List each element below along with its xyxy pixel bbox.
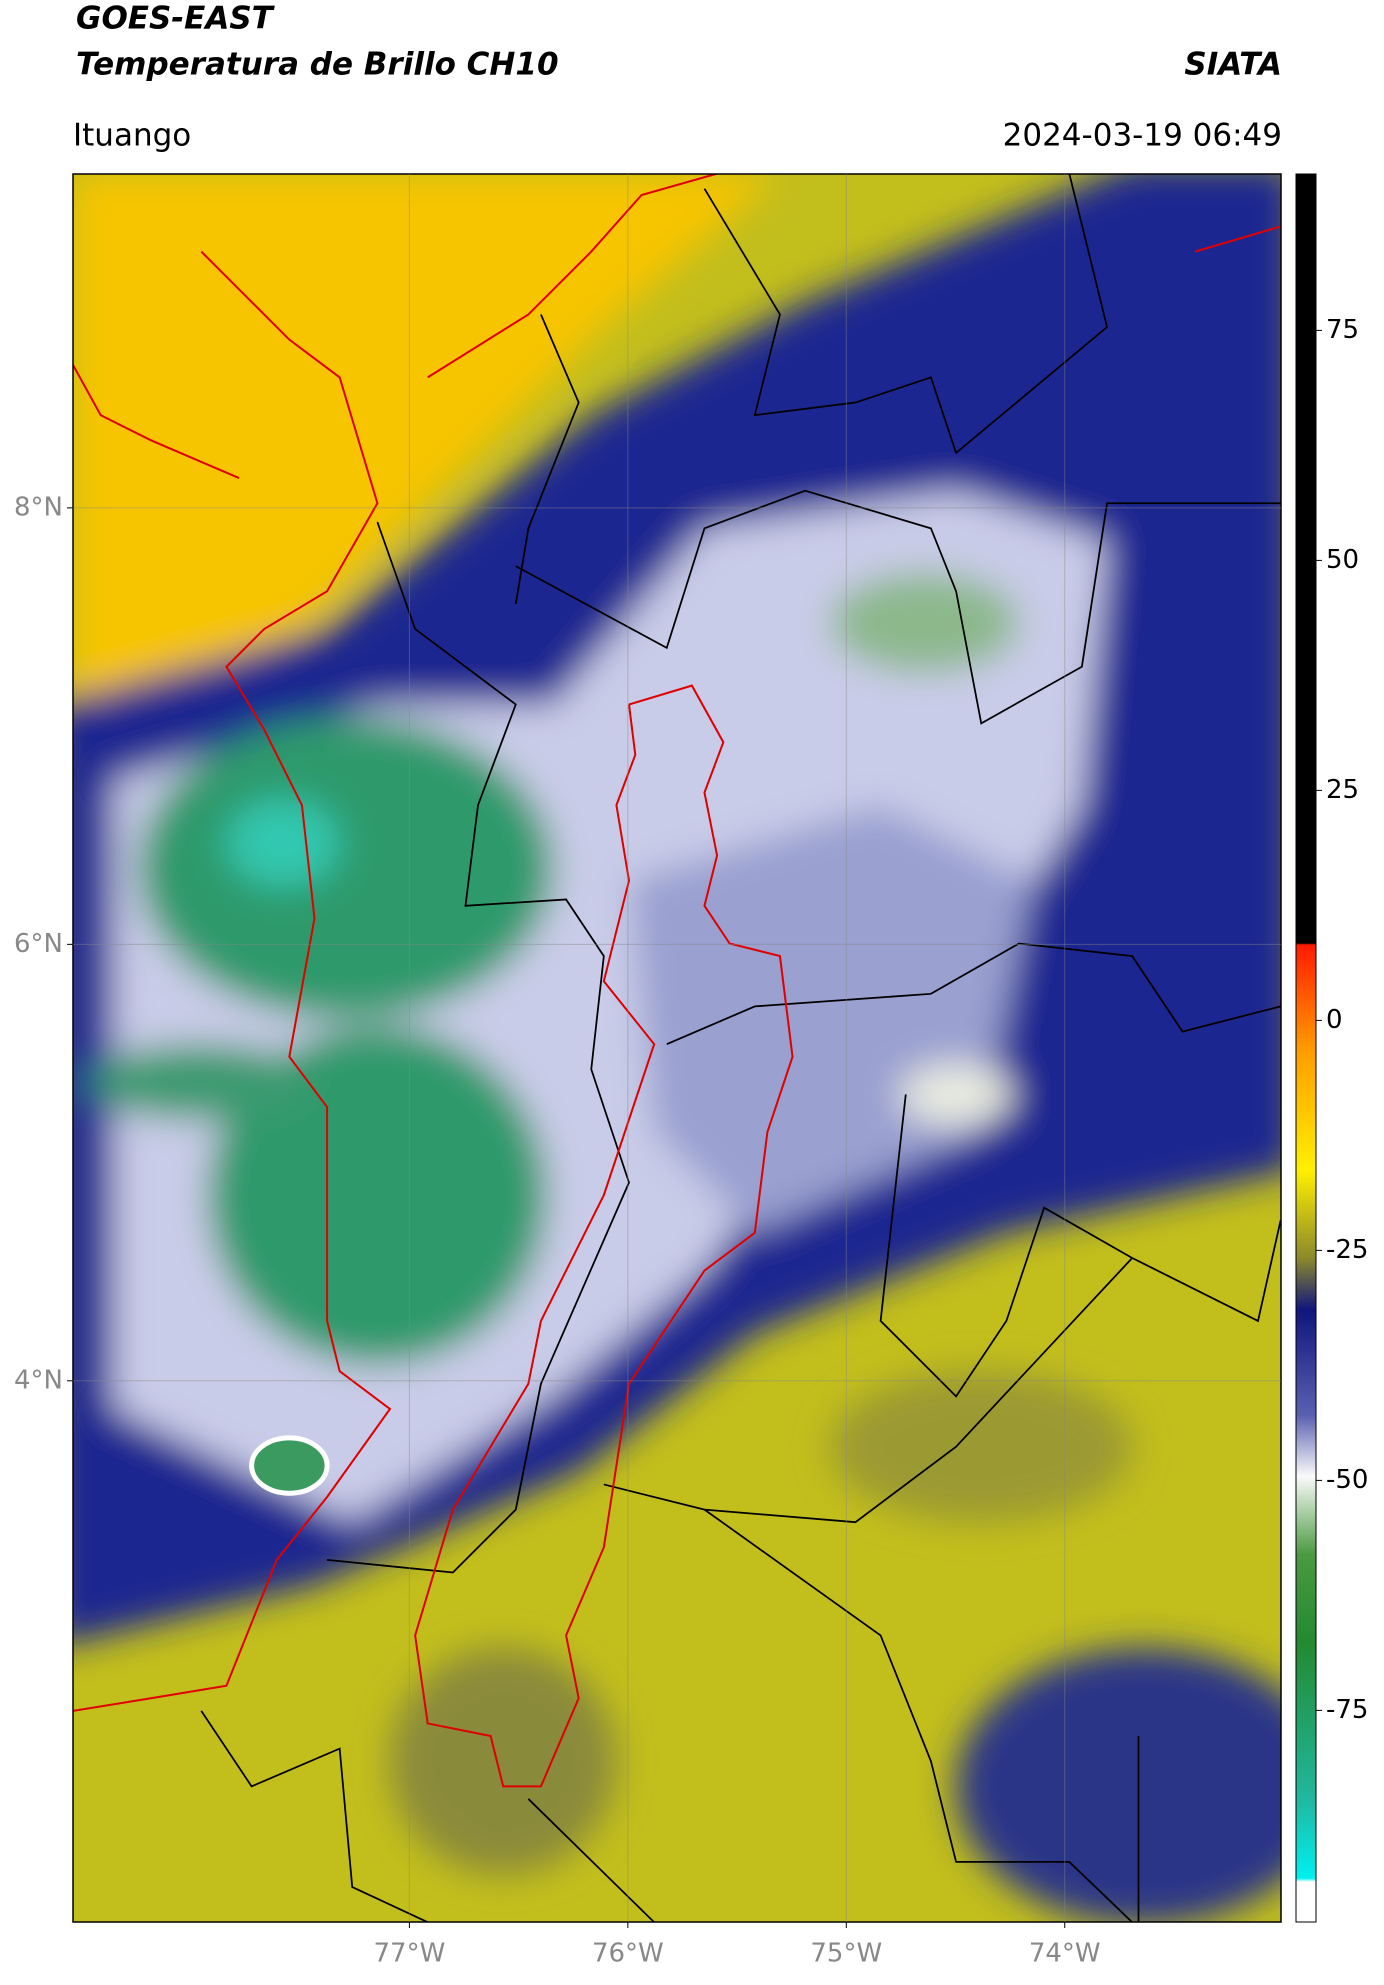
- subtitle: Temperatura de Brillo CH10: [76, 47, 559, 83]
- colorbar-tick-label: -25: [1326, 1235, 1368, 1265]
- title: GOES-EAST: [76, 1, 276, 37]
- outlines: [73, 174, 1281, 1788]
- y-tick-label: 6°N: [14, 929, 63, 959]
- colorbar-tick-label: -75: [1326, 1695, 1368, 1725]
- borders: [200, 174, 1281, 1922]
- location: Ituango: [73, 118, 191, 154]
- source: SIATA: [1184, 47, 1282, 83]
- y-tick-label: 8°N: [14, 492, 63, 522]
- x-tick-label: 74°W: [1029, 1939, 1101, 1969]
- colorbar-tick-label: -50: [1326, 1465, 1368, 1495]
- colorbar-tick-label: 25: [1326, 775, 1359, 805]
- map-frame: [72, 173, 1282, 1923]
- satellite-image: [73, 174, 1281, 1922]
- colorbar: [1295, 173, 1317, 1923]
- timestamp: 2024-03-19 06:49: [1003, 118, 1282, 154]
- x-tick-label: 76°W: [592, 1939, 664, 1969]
- x-tick-label: 77°W: [374, 1939, 446, 1969]
- colorbar-tick-label: 0: [1326, 1005, 1343, 1035]
- colorbar-tick-label: 75: [1326, 315, 1359, 345]
- colorbar-tick-label: 50: [1326, 545, 1359, 575]
- x-tick-label: 75°W: [810, 1939, 882, 1969]
- y-tick-label: 4°N: [14, 1365, 63, 1395]
